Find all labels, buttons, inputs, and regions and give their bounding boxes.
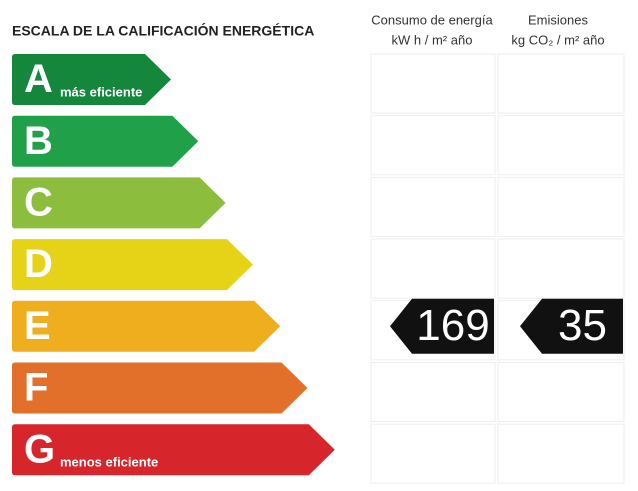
- rating-arrow: [12, 424, 335, 476]
- rating-arrow: [12, 362, 308, 414]
- rating-letter: A: [24, 57, 53, 101]
- rating-arrow: [12, 54, 171, 105]
- cell: [370, 423, 496, 484]
- cell: [370, 53, 496, 114]
- rating-letter: E: [24, 304, 51, 348]
- indicator-value: 169: [416, 301, 489, 350]
- rating-letter: C: [24, 180, 53, 224]
- column-unit: kg CO₂ / m² año: [511, 32, 604, 47]
- rating-caption: más eficiente: [60, 84, 142, 99]
- cell: [370, 115, 496, 176]
- cell: [497, 362, 625, 422]
- cell: [497, 53, 625, 114]
- cell: [370, 238, 496, 299]
- cell: [497, 176, 625, 237]
- rating-letter: D: [24, 242, 53, 286]
- rating-arrow: [12, 177, 226, 229]
- rating-arrow: [12, 115, 199, 167]
- column-label: Emisiones: [528, 12, 588, 27]
- rating-letter: F: [24, 366, 48, 410]
- title: ESCALA DE LA CALIFICACIÓN ENERGÉTICA: [12, 22, 314, 39]
- indicator-consumption: [390, 298, 494, 354]
- column-label: Consumo de energía: [371, 12, 493, 27]
- cell: [497, 423, 625, 484]
- rating-arrow: [12, 239, 253, 291]
- indicator-emissions: [520, 298, 623, 354]
- rating-letter: G: [24, 427, 55, 471]
- cell: [370, 362, 496, 422]
- column-unit: kW h / m² año: [392, 32, 473, 47]
- cell: [497, 115, 625, 176]
- rating-arrow: [12, 300, 281, 352]
- indicator-value: 35: [558, 301, 607, 350]
- cell: [370, 176, 496, 237]
- rating-letter: B: [24, 119, 53, 163]
- rating-caption: menos eficiente: [60, 455, 158, 470]
- cell: [497, 238, 625, 299]
